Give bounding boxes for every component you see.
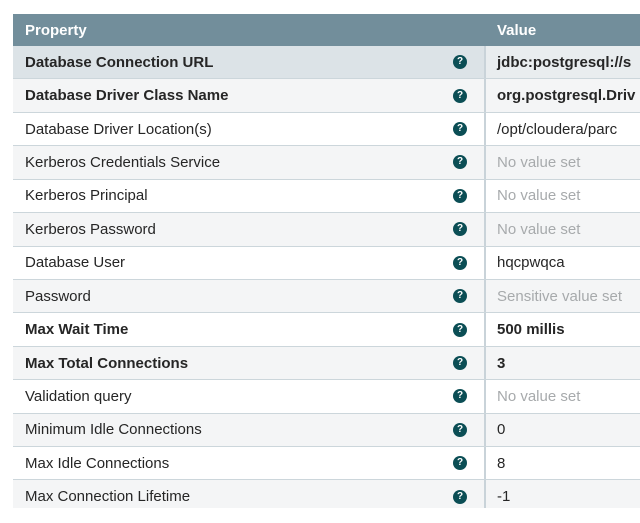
help-icon[interactable]: ?	[453, 389, 467, 404]
help-icon[interactable]: ?	[453, 88, 467, 103]
property-value: jdbc:postgresql://s	[497, 53, 632, 71]
property-cell: Minimum Idle Connections ?	[13, 413, 486, 447]
help-icon[interactable]: ?	[453, 188, 467, 203]
value-cell[interactable]: No value set	[486, 213, 640, 246]
property-value: No value set	[497, 187, 581, 205]
property-value: 500 millis	[497, 321, 565, 339]
property-cell: Max Total Connections ?	[13, 346, 486, 380]
table-row[interactable]: Kerberos Password ? No value set	[13, 213, 640, 247]
property-cell: Database User ?	[13, 246, 486, 279]
properties-table: Property Value Database Connection URL ?…	[13, 14, 640, 508]
value-cell[interactable]: Sensitive value set	[486, 279, 640, 313]
property-label: Max Connection Lifetime	[25, 488, 191, 506]
help-icon[interactable]: ?	[453, 255, 467, 270]
property-cell: Database Driver Location(s) ?	[13, 112, 486, 146]
help-icon[interactable]: ?	[453, 489, 467, 504]
help-icon[interactable]: ?	[453, 122, 467, 137]
column-header-value: Value	[497, 21, 537, 39]
property-value: -1	[497, 488, 511, 506]
value-cell[interactable]: -1	[486, 480, 640, 508]
property-value: org.postgresql.Driv	[497, 87, 636, 105]
value-cell[interactable]: 3	[486, 346, 640, 380]
property-label: Validation query	[25, 387, 132, 405]
property-label: Max Total Connections	[25, 354, 189, 372]
table-row[interactable]: Kerberos Principal ? No value set	[13, 179, 640, 214]
property-cell: Database Driver Class Name ?	[13, 79, 486, 112]
value-cell[interactable]: No value set	[486, 380, 640, 413]
table-row[interactable]: Max Connection Lifetime ? -1	[13, 480, 640, 508]
value-cell[interactable]: No value set	[486, 146, 640, 179]
property-label: Password	[25, 287, 91, 305]
property-value: Sensitive value set	[497, 287, 623, 305]
value-cell[interactable]: org.postgresql.Driv	[486, 79, 640, 112]
property-value: 8	[497, 454, 506, 472]
value-cell[interactable]: 8	[486, 447, 640, 480]
property-cell: Validation query ?	[13, 380, 486, 413]
property-label: Max Wait Time	[25, 321, 129, 339]
property-label: Max Idle Connections	[25, 454, 170, 472]
property-label: Minimum Idle Connections	[25, 421, 202, 439]
value-cell[interactable]: 500 millis	[486, 313, 640, 346]
help-icon[interactable]: ?	[453, 422, 467, 437]
property-cell: Database Connection URL ?	[13, 46, 486, 79]
property-value: No value set	[497, 220, 581, 238]
table-row[interactable]: Validation query ? No value set	[13, 380, 640, 414]
table-header-row: Property Value	[13, 14, 640, 46]
table-row[interactable]: Database User ? hqcpwqca	[13, 246, 640, 280]
property-cell: Kerberos Principal ?	[13, 179, 486, 213]
help-icon[interactable]: ?	[453, 456, 467, 471]
help-icon[interactable]: ?	[453, 356, 467, 370]
property-label: Kerberos Principal	[25, 187, 148, 205]
table-row[interactable]: Database Driver Location(s) ? /opt/cloud…	[13, 112, 640, 147]
value-cell[interactable]: jdbc:postgresql://s	[486, 46, 640, 79]
property-cell: Password ?	[13, 279, 486, 313]
help-icon[interactable]: ?	[453, 55, 467, 70]
property-value: /opt/cloudera/parc	[497, 120, 618, 138]
table-row[interactable]: Kerberos Credentials Service ? No value …	[13, 146, 640, 180]
help-icon[interactable]: ?	[453, 289, 467, 304]
column-header-property: Property	[25, 21, 87, 39]
property-cell: Max Wait Time ?	[13, 313, 486, 346]
property-cell: Max Idle Connections ?	[13, 447, 486, 480]
value-cell[interactable]: /opt/cloudera/parc	[486, 112, 640, 146]
table-row[interactable]: Max Total Connections ? 3	[13, 346, 640, 381]
property-label: Database Driver Class Name	[25, 87, 229, 105]
property-label: Kerberos Credentials Service	[25, 153, 221, 171]
value-cell[interactable]: No value set	[486, 179, 640, 213]
property-value: 3	[497, 354, 506, 372]
table-row[interactable]: Max Wait Time ? 500 millis	[13, 313, 640, 347]
property-value: 0	[497, 421, 506, 439]
property-label: Kerberos Password	[25, 220, 156, 238]
value-cell[interactable]: hqcpwqca	[486, 246, 640, 279]
help-icon[interactable]: ?	[453, 322, 467, 337]
value-cell[interactable]: 0	[486, 413, 640, 447]
property-cell: Kerberos Password ?	[13, 213, 486, 246]
table-row[interactable]: Database Driver Class Name ? org.postgre…	[13, 79, 640, 113]
table-row[interactable]: Minimum Idle Connections ? 0	[13, 413, 640, 448]
property-cell: Max Connection Lifetime ?	[13, 480, 486, 508]
help-icon[interactable]: ?	[453, 222, 467, 237]
table-row[interactable]: Max Idle Connections ? 8	[13, 447, 640, 481]
table-row[interactable]: Password ? Sensitive value set	[13, 279, 640, 314]
property-value: No value set	[497, 387, 581, 405]
property-label: Database Connection URL	[25, 53, 214, 71]
property-label: Database Driver Location(s)	[25, 120, 212, 138]
property-cell: Kerberos Credentials Service ?	[13, 146, 486, 179]
table-row[interactable]: Database Connection URL ? jdbc:postgresq…	[13, 46, 640, 80]
help-icon[interactable]: ?	[453, 155, 467, 170]
property-value: hqcpwqca	[497, 254, 565, 272]
property-value: No value set	[497, 153, 581, 171]
property-label: Database User	[25, 254, 126, 272]
